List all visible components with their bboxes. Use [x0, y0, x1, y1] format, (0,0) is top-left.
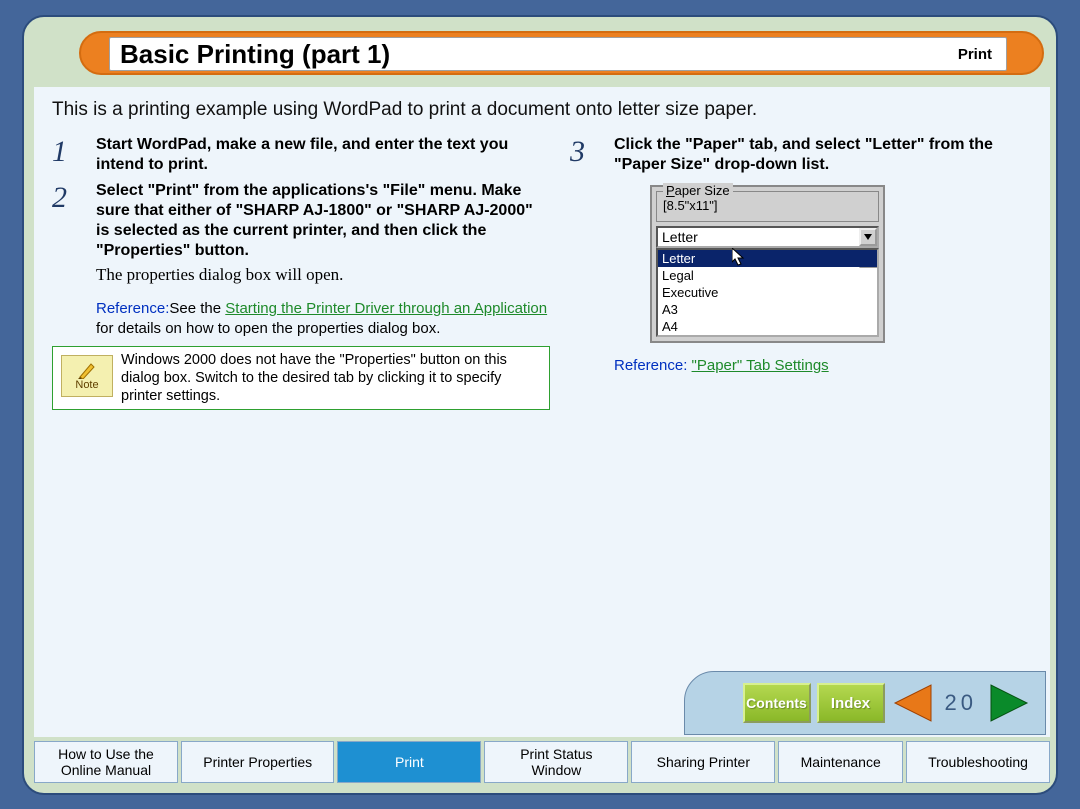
- title-inner: Basic Printing (part 1) Print: [109, 37, 1007, 71]
- tab-troubleshooting[interactable]: Troubleshooting: [906, 741, 1050, 783]
- paper-size-option[interactable]: Legal: [658, 267, 877, 284]
- page-number: 20: [939, 690, 983, 716]
- note-text: Windows 2000 does not have the "Properti…: [121, 351, 541, 405]
- paper-size-group: Paper Size [8.5"x11"]: [656, 191, 879, 222]
- right-column: 3 Click the "Paper" tab, and select "Let…: [570, 135, 1032, 410]
- tab-print[interactable]: Print: [337, 741, 481, 783]
- reference-label: Reference:: [96, 300, 169, 317]
- nav-panel: Contents Index 20: [684, 671, 1046, 735]
- step-number: 1: [52, 135, 96, 175]
- paper-size-option[interactable]: A3: [658, 301, 877, 318]
- paper-size-widget: Paper Size [8.5"x11"] Letter: [650, 185, 885, 343]
- reference-label: Reference:: [614, 357, 687, 374]
- paper-size-option[interactable]: Executive: [658, 284, 877, 301]
- tab-how-to-use-the-online-manual[interactable]: How to Use the Online Manual: [34, 741, 178, 783]
- note-label: Note: [75, 379, 98, 391]
- note-box: Note Windows 2000 does not have the "Pro…: [52, 346, 550, 410]
- paper-size-group-label: Paper Size: [663, 183, 733, 198]
- step-number: 3: [570, 135, 614, 175]
- step-3: 3 Click the "Paper" tab, and select "Let…: [570, 135, 1032, 175]
- tab-sharing-printer[interactable]: Sharing Printer: [631, 741, 775, 783]
- step-text: Click the "Paper" tab, and select "Lette…: [614, 135, 1032, 175]
- reference-suffix: for details on how to open the propertie…: [96, 320, 440, 337]
- step-number: 2: [52, 181, 96, 285]
- paper-size-listbox[interactable]: LetterLegalExecutiveA3A4: [656, 248, 879, 337]
- tab-print-status-window[interactable]: Print Status Window: [484, 741, 628, 783]
- reference-prefix: See the: [169, 300, 225, 317]
- intro-text: This is a printing example using WordPad…: [52, 99, 1032, 121]
- reference-1: Reference:See the Starting the Printer D…: [96, 299, 550, 338]
- left-column: 1 Start WordPad, make a new file, and en…: [52, 135, 550, 410]
- tab-maintenance[interactable]: Maintenance: [778, 741, 903, 783]
- reference-link[interactable]: "Paper" Tab Settings: [692, 357, 829, 374]
- step-2: 2 Select "Print" from the applications's…: [52, 181, 550, 285]
- index-button[interactable]: Index: [817, 683, 885, 723]
- prev-page-button[interactable]: [891, 683, 933, 723]
- step-subtext: The properties dialog box will open.: [96, 265, 550, 285]
- manual-page: Basic Printing (part 1) Print This is a …: [22, 15, 1058, 795]
- columns: 1 Start WordPad, make a new file, and en…: [52, 135, 1032, 410]
- note-icon: Note: [61, 355, 113, 397]
- step-text: Select "Print" from the applications's "…: [96, 181, 550, 261]
- contents-button[interactable]: Contents: [743, 683, 811, 723]
- reference-link[interactable]: Starting the Printer Driver through an A…: [225, 300, 547, 317]
- next-page-button[interactable]: [989, 683, 1031, 723]
- paper-size-combo[interactable]: Letter: [656, 226, 879, 248]
- combo-dropdown-button[interactable]: [859, 228, 877, 246]
- content-area: This is a printing example using WordPad…: [34, 87, 1050, 737]
- reference-2: Reference: "Paper" Tab Settings: [614, 357, 1032, 374]
- step-1: 1 Start WordPad, make a new file, and en…: [52, 135, 550, 175]
- title-bar: Basic Printing (part 1) Print: [79, 31, 1044, 75]
- page-title: Basic Printing (part 1): [120, 39, 390, 70]
- step-text: Start WordPad, make a new file, and ente…: [96, 135, 550, 175]
- tab-printer-properties[interactable]: Printer Properties: [181, 741, 335, 783]
- paper-size-option[interactable]: Letter: [658, 250, 877, 267]
- combo-value: Letter: [662, 229, 698, 245]
- section-label: Print: [958, 46, 992, 63]
- paper-size-option[interactable]: A4: [658, 318, 877, 335]
- bottom-tabs: How to Use the Online ManualPrinter Prop…: [34, 741, 1050, 783]
